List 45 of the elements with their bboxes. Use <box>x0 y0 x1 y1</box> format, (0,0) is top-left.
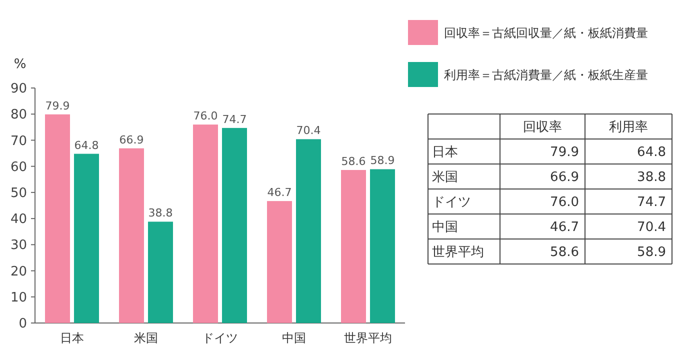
category-label: 米国 <box>432 170 458 186</box>
y-tick-label: 30 <box>10 238 27 254</box>
y-tick-label: 80 <box>10 108 27 123</box>
x-tick-label: 米国 <box>134 331 158 345</box>
text: 58.6 <box>550 245 579 260</box>
text: 74.7 <box>637 195 666 210</box>
data-label: 74.7 <box>222 112 247 126</box>
text: 64.8 <box>637 145 666 160</box>
text: 76.0 <box>550 195 579 210</box>
text: 46.7 <box>550 220 579 236</box>
category-label: 世界平均 <box>432 245 484 260</box>
category-label: 日本 <box>432 145 458 160</box>
category-label: ドイツ <box>432 195 471 210</box>
y-tick-label: 0 <box>18 316 27 332</box>
x-tick-label: 世界平均 <box>344 331 392 345</box>
y-tick-label: 50 <box>10 186 27 201</box>
y-axis-title: % <box>14 57 26 72</box>
text: 66.9 <box>550 170 579 186</box>
data-label: 58.6 <box>341 154 366 168</box>
y-tick-label: 20 <box>10 264 27 280</box>
x-tick-label: ドイツ <box>202 331 238 345</box>
text: 38.8 <box>637 170 666 186</box>
y-tick-label: 10 <box>10 290 27 306</box>
y-tick-label: 40 <box>10 212 27 228</box>
x-tick-label: 日本 <box>60 331 84 345</box>
legend-label: 回収率＝古紙回収量／紙・板紙消費量 <box>444 26 648 40</box>
text: 回収率 <box>523 119 562 136</box>
category-label: 中国 <box>432 220 458 236</box>
text: 70.4 <box>637 220 666 236</box>
data-label: 64.8 <box>74 138 99 152</box>
data-label: 76.0 <box>193 110 218 123</box>
text: 79.9 <box>550 145 579 160</box>
legend-label: 利用率＝古紙消費量／紙・板紙生産量 <box>444 68 648 82</box>
data-label: 70.4 <box>296 124 321 138</box>
y-tick-label: 60 <box>10 160 27 175</box>
data-label: 58.9 <box>370 154 395 168</box>
text: 利用率 <box>609 119 648 136</box>
y-tick-label: 70 <box>10 134 27 149</box>
data-label: 38.8 <box>148 206 173 220</box>
data-label: 79.9 <box>45 99 70 112</box>
x-tick-label: 中国 <box>282 331 306 345</box>
y-tick-label: 90 <box>10 82 27 97</box>
data-label: 46.7 <box>267 186 292 200</box>
text: 58.9 <box>637 245 666 260</box>
data-label: 66.9 <box>119 133 144 146</box>
